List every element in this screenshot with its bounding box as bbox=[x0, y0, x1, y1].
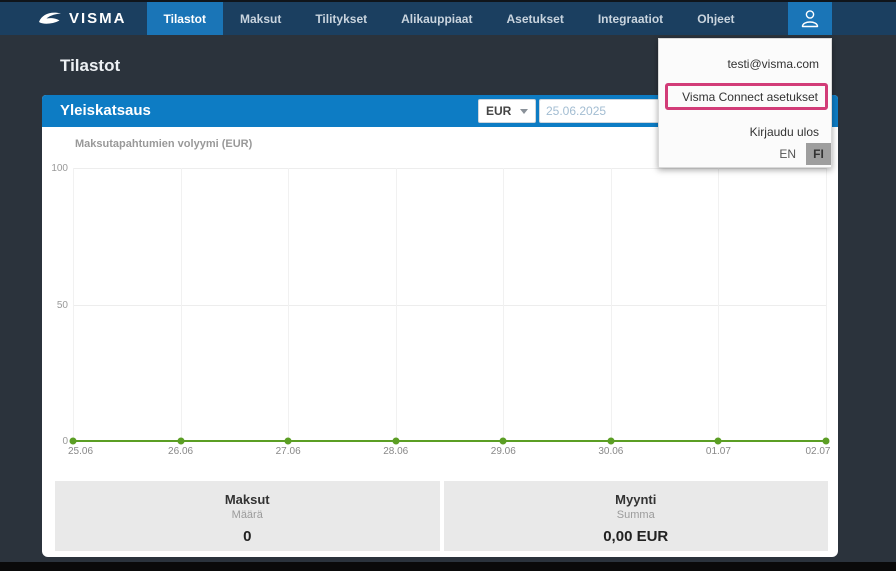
summary-value: 0,00 EUR bbox=[603, 528, 669, 545]
date-input[interactable] bbox=[540, 104, 682, 118]
visma-swoosh-icon bbox=[39, 12, 61, 24]
nav-tabs: Tilastot Maksut Tilitykset Alikauppiaat … bbox=[146, 2, 752, 35]
data-point bbox=[607, 437, 615, 445]
gridline-v bbox=[718, 168, 720, 441]
data-point bbox=[392, 437, 400, 445]
summary-value: 0 bbox=[243, 528, 252, 545]
chart-y-axis: 0 50 100 bbox=[42, 163, 68, 447]
y-tick-label: 50 bbox=[56, 299, 68, 311]
summary-row: Maksut Määrä 0 Myynti Summa 0,00 EUR bbox=[55, 481, 828, 551]
gridline-v bbox=[503, 168, 505, 441]
currency-select-value: EUR bbox=[486, 104, 512, 118]
tab-alikauppiaat[interactable]: Alikauppiaat bbox=[401, 11, 473, 26]
data-point bbox=[499, 437, 507, 445]
x-tick-label: 29.06 bbox=[490, 446, 516, 457]
user-email: testi@visma.com bbox=[727, 57, 819, 71]
user-account-button[interactable] bbox=[788, 2, 832, 35]
tab-integraatiot[interactable]: Integraatiot bbox=[597, 11, 664, 26]
brand-text: VISMA bbox=[69, 10, 127, 27]
gridline-h bbox=[73, 168, 826, 169]
lang-option-fi[interactable]: FI bbox=[806, 143, 831, 165]
lang-option-en[interactable]: EN bbox=[779, 147, 796, 161]
x-tick-label: 30.06 bbox=[598, 446, 624, 457]
chart-section: Maksutapahtumien volyymi (EUR) 0 50 100 25… bbox=[42, 127, 838, 481]
gridline-v bbox=[610, 168, 612, 441]
menu-item-logout[interactable]: Kirjaudu ulos bbox=[749, 125, 819, 139]
volume-line-series bbox=[73, 168, 826, 441]
summary-panel-myynti: Myynti Summa 0,00 EUR bbox=[443, 481, 828, 551]
gridline-v bbox=[395, 168, 397, 441]
summary-title: Maksut bbox=[224, 492, 270, 507]
summary-subtitle: Määrä bbox=[231, 509, 263, 521]
y-tick-label: 0 bbox=[62, 436, 68, 447]
currency-select[interactable]: EUR bbox=[478, 99, 536, 123]
chevron-down-icon bbox=[520, 108, 528, 114]
gridline-v bbox=[180, 168, 182, 441]
x-tick-label: 02.07 bbox=[805, 446, 831, 457]
user-dropdown-menu: testi@visma.com Visma Connect asetukset … bbox=[658, 38, 832, 168]
x-tick-label: 25.06 bbox=[67, 446, 94, 457]
language-switcher: EN FI bbox=[773, 143, 831, 165]
overview-card: Yleiskatsaus EUR Maksutapahtumien volyym… bbox=[42, 95, 838, 557]
chart-title: Maksutapahtumien volyymi (EUR) bbox=[75, 138, 253, 150]
x-tick-label: 26.06 bbox=[168, 446, 194, 457]
window-top-edge bbox=[0, 0, 896, 2]
data-point bbox=[69, 437, 77, 445]
x-tick-label: 28.06 bbox=[383, 446, 409, 457]
page-title: Tilastot bbox=[60, 56, 121, 75]
data-point bbox=[822, 437, 830, 445]
user-icon bbox=[801, 10, 819, 28]
gridline-v bbox=[73, 168, 74, 441]
tab-maksut[interactable]: Maksut bbox=[239, 11, 282, 26]
window-bottom-edge bbox=[0, 562, 896, 571]
data-point bbox=[714, 437, 722, 445]
tab-asetukset[interactable]: Asetukset bbox=[506, 11, 564, 26]
summary-panel-maksut: Maksut Määrä 0 bbox=[55, 481, 440, 551]
tab-tilitykset[interactable]: Tilitykset bbox=[315, 11, 368, 26]
data-point bbox=[177, 437, 185, 445]
gridline-v bbox=[826, 168, 827, 441]
data-point bbox=[284, 437, 292, 445]
x-tick-label: 01.07 bbox=[705, 446, 731, 457]
chart-plot: 25.06 26.06 27.06 28.06 29.06 30.06 01.07 02.07 bbox=[68, 168, 831, 457]
overview-title: Yleiskatsaus bbox=[60, 102, 151, 119]
summary-title: Myynti bbox=[615, 492, 657, 507]
summary-subtitle: Summa bbox=[616, 509, 655, 521]
visma-logo: VISMA bbox=[0, 2, 147, 35]
tab-tilastot[interactable]: Tilastot bbox=[146, 2, 223, 35]
gridline-v bbox=[288, 168, 290, 441]
menu-item-visma-connect-settings[interactable]: Visma Connect asetukset bbox=[682, 89, 818, 104]
tab-ohjeet[interactable]: Ohjeet bbox=[697, 11, 735, 26]
x-tick-label: 27.06 bbox=[275, 446, 301, 457]
y-tick-label: 100 bbox=[51, 163, 68, 174]
annotation-highlight: Visma Connect asetukset bbox=[665, 83, 828, 110]
gridline-h bbox=[73, 304, 826, 306]
top-navbar: VISMA Tilastot Maksut Tilitykset Alikaup… bbox=[0, 2, 896, 35]
